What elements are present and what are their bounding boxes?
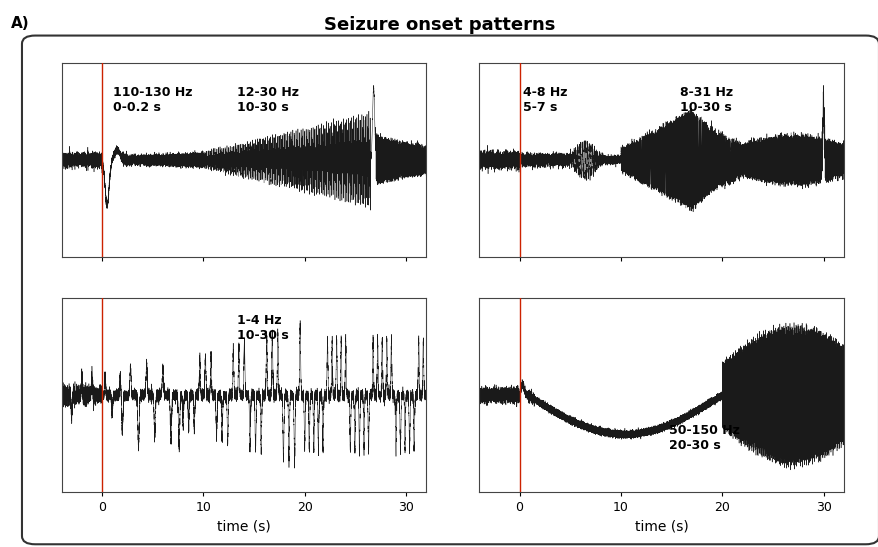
X-axis label: time (s): time (s) xyxy=(634,520,687,534)
X-axis label: time (s): time (s) xyxy=(217,520,270,534)
Text: 12-30 Hz
10-30 s: 12-30 Hz 10-30 s xyxy=(236,86,299,114)
Text: Seizure onset patterns: Seizure onset patterns xyxy=(323,16,555,34)
Text: 8-31 Hz
10-30 s: 8-31 Hz 10-30 s xyxy=(679,86,732,114)
Text: 4-8 Hz
5-7 s: 4-8 Hz 5-7 s xyxy=(522,86,566,114)
Text: A): A) xyxy=(11,16,29,31)
Text: 1-4 Hz
10-30 s: 1-4 Hz 10-30 s xyxy=(236,313,288,342)
Text: 50-150 Hz
20-30 s: 50-150 Hz 20-30 s xyxy=(668,424,738,452)
Text: 110-130 Hz
0-0.2 s: 110-130 Hz 0-0.2 s xyxy=(112,86,192,114)
